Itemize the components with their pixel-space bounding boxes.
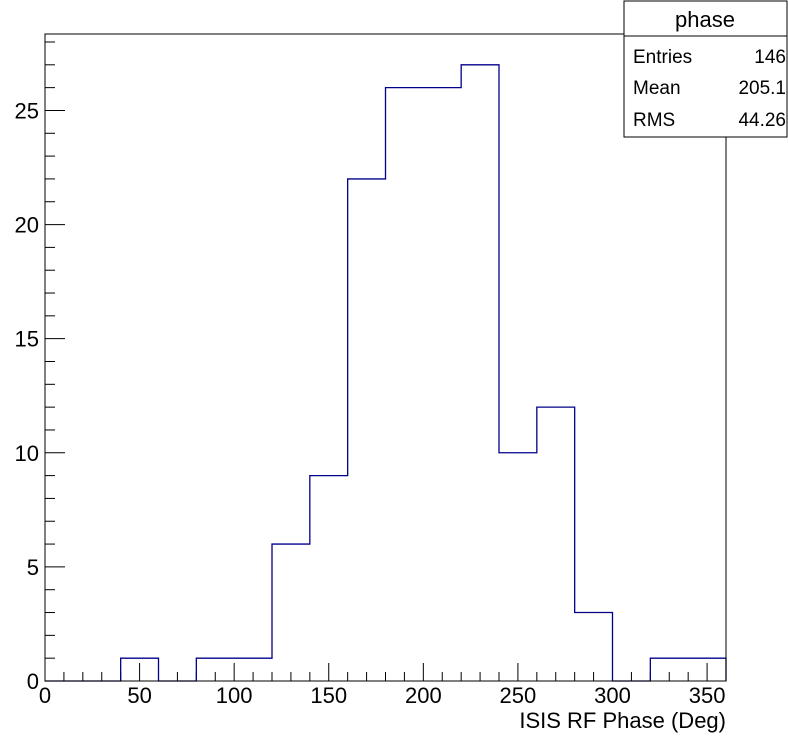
x-tick-label: 100	[216, 683, 253, 708]
stats-entries-label: Entries	[633, 47, 692, 68]
y-tick-label: 15	[15, 327, 39, 352]
x-tick-label: 300	[594, 683, 631, 708]
plot-frame	[44, 33, 727, 682]
stats-mean-value: 205.1	[738, 78, 786, 99]
stats-rms-value: 44.26	[738, 110, 786, 131]
x-tick-label: 50	[127, 683, 151, 708]
stats-rms-label: RMS	[633, 110, 675, 131]
x-tick-label: 350	[689, 683, 726, 708]
x-tick-label: 0	[39, 683, 51, 708]
y-tick-label: 0	[27, 669, 39, 694]
stats-entries-value: 146	[754, 47, 786, 68]
y-tick-label: 20	[15, 213, 39, 238]
stats-mean-label: Mean	[633, 78, 681, 99]
x-axis-label: ISIS RF Phase (Deg)	[519, 708, 726, 733]
x-tick-label: 200	[405, 683, 442, 708]
stats-box-title: phase	[675, 7, 735, 32]
histogram-series-line	[45, 64, 727, 682]
y-tick-label: 25	[15, 98, 39, 123]
x-tick-label: 150	[310, 683, 347, 708]
tick-labels: 0 50 100 150 200 250 300 350 0 5 10 15 20 25	[15, 98, 726, 708]
y-tick-label: 10	[15, 441, 39, 466]
stats-box-frame	[623, 0, 788, 138]
x-tick-label: 250	[500, 683, 537, 708]
y-tick-label: 5	[27, 555, 39, 580]
stats-box: phase Entries 146 Mean 205.1 RMS 44.26	[623, 0, 788, 138]
